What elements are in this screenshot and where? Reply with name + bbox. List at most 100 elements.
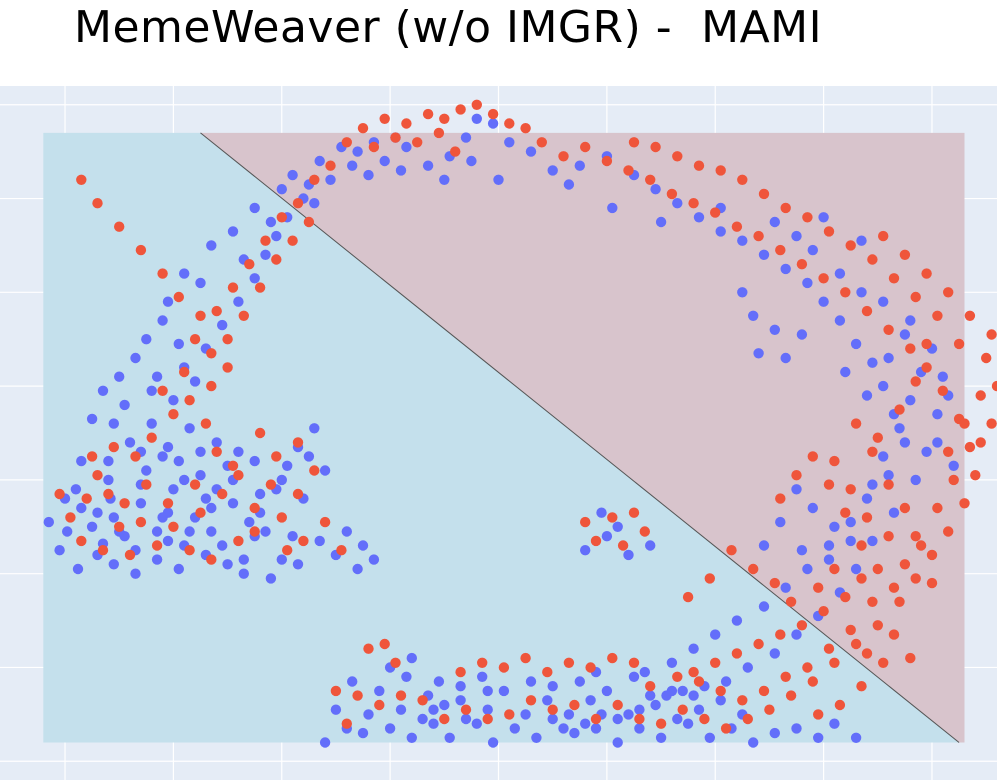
data-point <box>282 460 293 471</box>
data-point <box>433 676 445 687</box>
data-point <box>639 666 650 678</box>
data-point <box>926 577 938 589</box>
data-point <box>775 629 786 640</box>
data-point <box>558 151 569 162</box>
data-point <box>130 451 141 462</box>
data-point <box>108 512 120 523</box>
data-point <box>834 315 846 326</box>
data-point <box>341 526 352 537</box>
data-point <box>823 226 835 237</box>
data-point <box>384 723 396 734</box>
data-point <box>433 127 445 139</box>
data-point <box>905 652 916 664</box>
data-point <box>108 441 120 453</box>
data-point <box>477 657 488 668</box>
data-point <box>141 465 152 476</box>
data-point <box>731 221 743 232</box>
data-point <box>807 244 818 256</box>
data-point <box>135 244 147 256</box>
data-point <box>867 446 878 457</box>
data-point <box>563 179 575 190</box>
data-point <box>61 526 73 537</box>
data-point <box>124 549 136 561</box>
data-point <box>357 123 369 134</box>
data-point <box>298 535 309 547</box>
data-point <box>352 146 363 157</box>
data-point <box>937 371 948 382</box>
data-point <box>189 334 201 345</box>
data-point <box>829 455 840 467</box>
data-point <box>227 498 239 509</box>
data-point <box>363 169 374 181</box>
data-point <box>628 657 640 668</box>
data-point <box>200 493 212 504</box>
data-point <box>677 704 688 715</box>
data-point <box>265 479 277 490</box>
data-point <box>672 713 683 725</box>
data-point <box>390 132 401 143</box>
data-point <box>357 727 369 739</box>
data-point <box>509 723 520 734</box>
data-point <box>244 516 255 528</box>
data-point <box>200 418 212 429</box>
data-point <box>108 418 120 429</box>
data-point <box>217 319 228 331</box>
data-point <box>975 390 986 401</box>
data-point <box>206 348 217 359</box>
data-point <box>650 184 661 195</box>
data-point <box>368 141 380 153</box>
data-point <box>271 451 282 462</box>
data-point <box>829 521 840 532</box>
data-point <box>43 516 54 528</box>
data-point <box>92 507 103 518</box>
data-point <box>596 507 607 518</box>
data-point <box>81 493 92 504</box>
data-point <box>818 296 829 307</box>
data-point <box>840 287 851 298</box>
data-point <box>845 516 856 528</box>
data-point <box>661 690 672 701</box>
data-point <box>991 380 997 392</box>
data-point <box>840 591 851 603</box>
data-point <box>70 484 82 495</box>
data-point <box>623 549 634 561</box>
data-point <box>471 99 482 111</box>
data-point <box>878 380 889 392</box>
data-point <box>504 137 515 148</box>
data-point <box>850 338 862 350</box>
data-point <box>471 113 482 125</box>
data-point <box>162 296 174 307</box>
data-point <box>249 273 260 284</box>
data-point <box>487 118 499 129</box>
data-point <box>959 418 970 429</box>
data-point <box>179 366 190 378</box>
data-point <box>932 437 943 448</box>
data-point <box>249 526 260 537</box>
data-point <box>758 188 770 200</box>
data-point <box>482 704 493 715</box>
data-point <box>737 695 748 706</box>
data-point <box>271 230 282 242</box>
data-point <box>688 690 699 701</box>
points-layer <box>43 99 997 748</box>
data-point <box>233 446 244 457</box>
data-point <box>953 338 965 350</box>
data-point <box>682 591 694 603</box>
data-point <box>612 713 623 725</box>
data-point <box>807 676 818 687</box>
data-point <box>899 249 911 260</box>
data-point <box>818 606 829 617</box>
data-point <box>580 141 591 153</box>
data-point <box>867 479 878 490</box>
data-point <box>856 540 867 551</box>
data-point <box>363 643 374 654</box>
data-point <box>672 151 683 162</box>
data-point <box>309 198 320 209</box>
data-point <box>818 212 829 223</box>
data-point <box>672 198 683 209</box>
data-point <box>195 277 206 289</box>
data-point <box>287 531 298 542</box>
data-point <box>878 230 889 242</box>
data-point <box>184 423 195 434</box>
data-point <box>558 723 569 734</box>
